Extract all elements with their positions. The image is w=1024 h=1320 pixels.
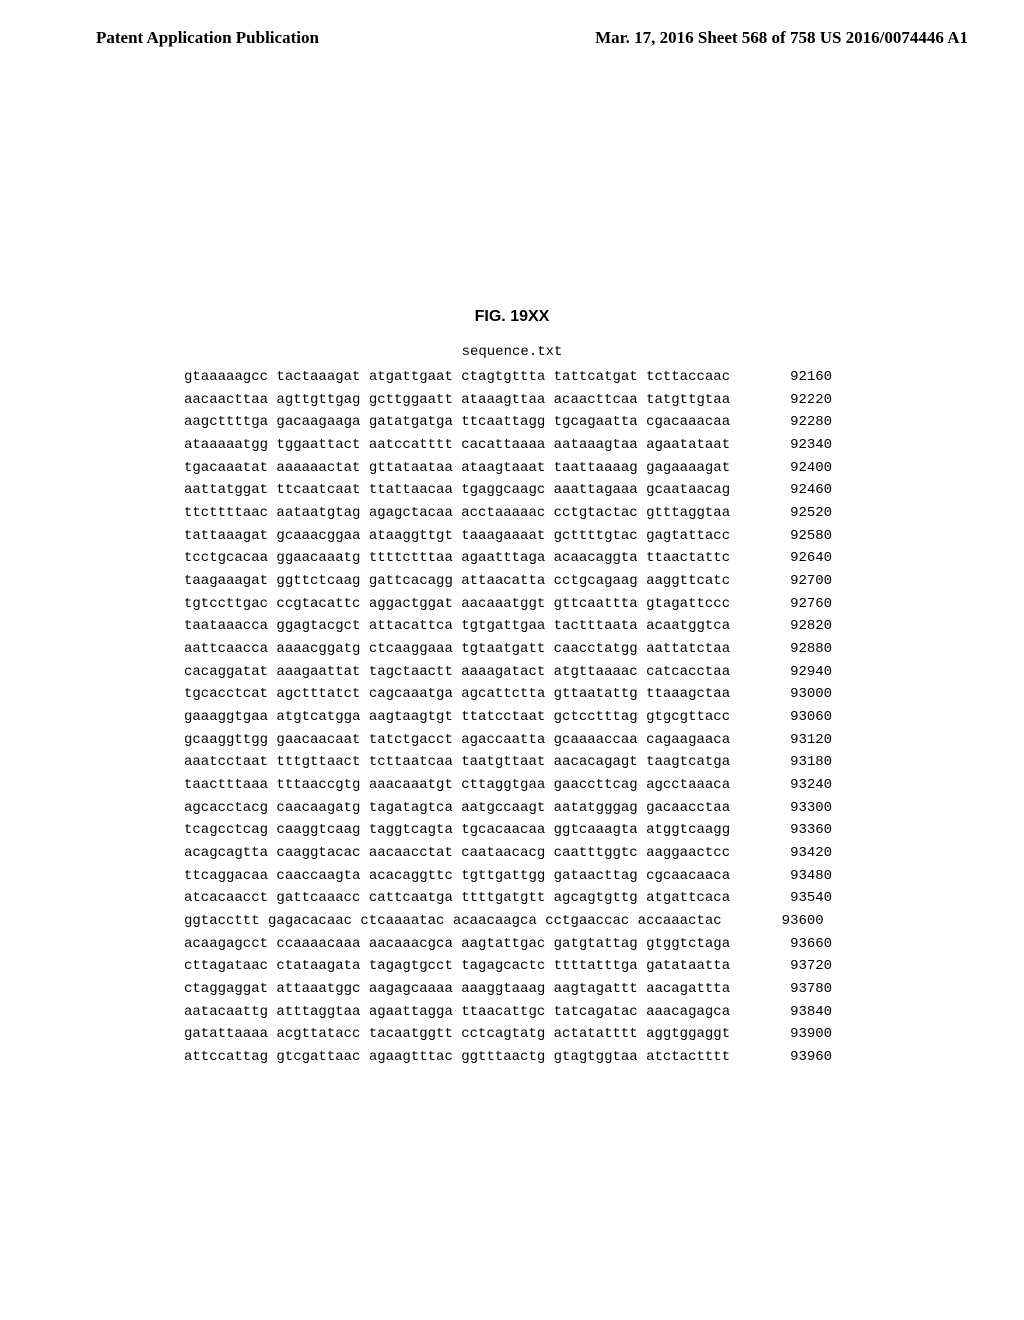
sequence-position: 92700: [752, 570, 832, 593]
sequence-groups: gcaaggttgg gaacaacaat tatctgacct agaccaa…: [184, 732, 730, 748]
sequence-groups: ttcttttaac aataatgtag agagctacaa acctaaa…: [184, 505, 730, 521]
sequence-line: aaatcctaat tttgttaact tcttaatcaa taatgtt…: [184, 751, 1024, 774]
sequence-line: aagcttttga gacaagaaga gatatgatga ttcaatt…: [184, 411, 1024, 434]
sequence-line: acaagagcct ccaaaacaaa aacaaacgca aagtatt…: [184, 933, 1024, 956]
sequence-position: 92880: [752, 638, 832, 661]
sequence-position: 92400: [752, 457, 832, 480]
sequence-groups: cttagataac ctataagata tagagtgcct tagagca…: [184, 958, 730, 974]
sequence-groups: tgtccttgac ccgtacattc aggactggat aacaaat…: [184, 596, 730, 612]
sequence-position: 92940: [752, 661, 832, 684]
sequence-line: tgacaaatat aaaaaactat gttataataa ataagta…: [184, 457, 1024, 480]
sequence-groups: atcacaacct gattcaaacc cattcaatga ttttgat…: [184, 890, 730, 906]
sequence-line: ttcttttaac aataatgtag agagctacaa acctaaa…: [184, 502, 1024, 525]
sequence-position: 92580: [752, 525, 832, 548]
sequence-position: 92280: [752, 411, 832, 434]
sequence-groups: aattcaacca aaaacggatg ctcaaggaaa tgtaatg…: [184, 641, 730, 657]
sequence-position: 93660: [752, 933, 832, 956]
sequence-position: 93480: [752, 865, 832, 888]
sequence-groups: aagcttttga gacaagaaga gatatgatga ttcaatt…: [184, 414, 730, 430]
sequence-line: aacaacttaa agttgttgag gcttggaatt ataaagt…: [184, 389, 1024, 412]
sequence-line: aattatggat ttcaatcaat ttattaacaa tgaggca…: [184, 479, 1024, 502]
sequence-position: 93000: [752, 683, 832, 706]
sequence-position: 93840: [752, 1001, 832, 1024]
sequence-position: 93060: [752, 706, 832, 729]
header-right: Mar. 17, 2016 Sheet 568 of 758 US 2016/0…: [595, 28, 968, 48]
sequence-position: 92640: [752, 547, 832, 570]
sequence-groups: gaaaggtgaa atgtcatgga aagtaagtgt ttatcct…: [184, 709, 730, 725]
sequence-position: 93960: [752, 1046, 832, 1069]
sequence-line: ttcaggacaa caaccaagta acacaggttc tgttgat…: [184, 865, 1024, 888]
sequence-groups: taactttaaa tttaaccgtg aaacaaatgt cttaggt…: [184, 777, 730, 793]
sequence-groups: attccattag gtcgattaac agaagtttac ggtttaa…: [184, 1049, 730, 1065]
sequence-groups: aattatggat ttcaatcaat ttattaacaa tgaggca…: [184, 482, 730, 498]
sequence-position: 93600: [744, 910, 824, 933]
sequence-position: 93240: [752, 774, 832, 797]
sequence-line: aatacaattg atttaggtaa agaattagga ttaacat…: [184, 1001, 1024, 1024]
sequence-position: 93720: [752, 955, 832, 978]
sequence-position: 92340: [752, 434, 832, 457]
sequence-position: 93780: [752, 978, 832, 1001]
sequence-groups: gtaaaaagcc tactaaagat atgattgaat ctagtgt…: [184, 369, 730, 385]
sequence-position: 92160: [752, 366, 832, 389]
sequence-position: 93540: [752, 887, 832, 910]
sequence-position: 92820: [752, 615, 832, 638]
sequence-line: gcaaggttgg gaacaacaat tatctgacct agaccaa…: [184, 729, 1024, 752]
sequence-groups: ataaaaatgg tggaattact aatccatttt cacatta…: [184, 437, 730, 453]
sequence-position: 93120: [752, 729, 832, 752]
sequence-groups: ttcaggacaa caaccaagta acacaggttc tgttgat…: [184, 868, 730, 884]
sequence-line: gaaaggtgaa atgtcatgga aagtaagtgt ttatcct…: [184, 706, 1024, 729]
sequence-line: gatattaaaa acgttatacc tacaatggtt cctcagt…: [184, 1023, 1024, 1046]
sequence-groups: tattaaagat gcaaacggaa ataaggttgt taaagaa…: [184, 528, 730, 544]
sequence-block: gtaaaaagcc tactaaagat atgattgaat ctagtgt…: [184, 366, 1024, 1069]
sequence-position: 92520: [752, 502, 832, 525]
sequence-groups: taataaacca ggagtacgct attacattca tgtgatt…: [184, 618, 730, 634]
sequence-position: 92760: [752, 593, 832, 616]
sequence-groups: ggtaccttt gagacacaac ctcaaaatac acaacaag…: [184, 913, 722, 929]
sequence-line: tgcacctcat agctttatct cagcaaatga agcattc…: [184, 683, 1024, 706]
sequence-position: 93180: [752, 751, 832, 774]
sequence-line: acagcagtta caaggtacac aacaacctat caataac…: [184, 842, 1024, 865]
sequence-line: tattaaagat gcaaacggaa ataaggttgt taaagaa…: [184, 525, 1024, 548]
sequence-line: aattcaacca aaaacggatg ctcaaggaaa tgtaatg…: [184, 638, 1024, 661]
sequence-line: atcacaacct gattcaaacc cattcaatga ttttgat…: [184, 887, 1024, 910]
sequence-groups: cacaggatat aaagaattat tagctaactt aaaagat…: [184, 664, 730, 680]
sequence-line: tcctgcacaa ggaacaaatg ttttctttaa agaattt…: [184, 547, 1024, 570]
sequence-line: taataaacca ggagtacgct attacattca tgtgatt…: [184, 615, 1024, 638]
sequence-line: cttagataac ctataagata tagagtgcct tagagca…: [184, 955, 1024, 978]
sequence-position: 92460: [752, 479, 832, 502]
sequence-line: attccattag gtcgattaac agaagtttac ggtttaa…: [184, 1046, 1024, 1069]
sequence-line: tcagcctcag caaggtcaag taggtcagta tgcacaa…: [184, 819, 1024, 842]
sequence-groups: acagcagtta caaggtacac aacaacctat caataac…: [184, 845, 730, 861]
sequence-groups: acaagagcct ccaaaacaaa aacaaacgca aagtatt…: [184, 936, 730, 952]
sequence-position: 93420: [752, 842, 832, 865]
sequence-line: gtaaaaagcc tactaaagat atgattgaat ctagtgt…: [184, 366, 1024, 389]
header-left: Patent Application Publication: [96, 28, 319, 48]
sequence-groups: tcagcctcag caaggtcaag taggtcagta tgcacaa…: [184, 822, 730, 838]
sequence-filename: sequence.txt: [0, 344, 1024, 360]
page-header: Patent Application Publication Mar. 17, …: [0, 0, 1024, 48]
sequence-line: taagaaagat ggttctcaag gattcacagg attaaca…: [184, 570, 1024, 593]
sequence-groups: taagaaagat ggttctcaag gattcacagg attaaca…: [184, 573, 730, 589]
sequence-groups: tcctgcacaa ggaacaaatg ttttctttaa agaattt…: [184, 550, 730, 566]
sequence-position: 93300: [752, 797, 832, 820]
sequence-line: taactttaaa tttaaccgtg aaacaaatgt cttaggt…: [184, 774, 1024, 797]
sequence-groups: agcacctacg caacaagatg tagatagtca aatgcca…: [184, 800, 730, 816]
sequence-line: cacaggatat aaagaattat tagctaactt aaaagat…: [184, 661, 1024, 684]
sequence-line: tgtccttgac ccgtacattc aggactggat aacaaat…: [184, 593, 1024, 616]
sequence-groups: tgacaaatat aaaaaactat gttataataa ataagta…: [184, 460, 730, 476]
sequence-line: agcacctacg caacaagatg tagatagtca aatgcca…: [184, 797, 1024, 820]
sequence-position: 93360: [752, 819, 832, 842]
sequence-groups: aaatcctaat tttgttaact tcttaatcaa taatgtt…: [184, 754, 730, 770]
sequence-line: ctaggaggat attaaatggc aagagcaaaa aaaggta…: [184, 978, 1024, 1001]
sequence-position: 93900: [752, 1023, 832, 1046]
sequence-line: ggtaccttt gagacacaac ctcaaaatac acaacaag…: [184, 910, 1024, 933]
sequence-groups: gatattaaaa acgttatacc tacaatggtt cctcagt…: [184, 1026, 730, 1042]
sequence-groups: aacaacttaa agttgttgag gcttggaatt ataaagt…: [184, 392, 730, 408]
figure-label: FIG. 19XX: [0, 308, 1024, 326]
sequence-groups: aatacaattg atttaggtaa agaattagga ttaacat…: [184, 1004, 730, 1020]
sequence-groups: ctaggaggat attaaatggc aagagcaaaa aaaggta…: [184, 981, 730, 997]
sequence-groups: tgcacctcat agctttatct cagcaaatga agcattc…: [184, 686, 730, 702]
sequence-line: ataaaaatgg tggaattact aatccatttt cacatta…: [184, 434, 1024, 457]
sequence-position: 92220: [752, 389, 832, 412]
